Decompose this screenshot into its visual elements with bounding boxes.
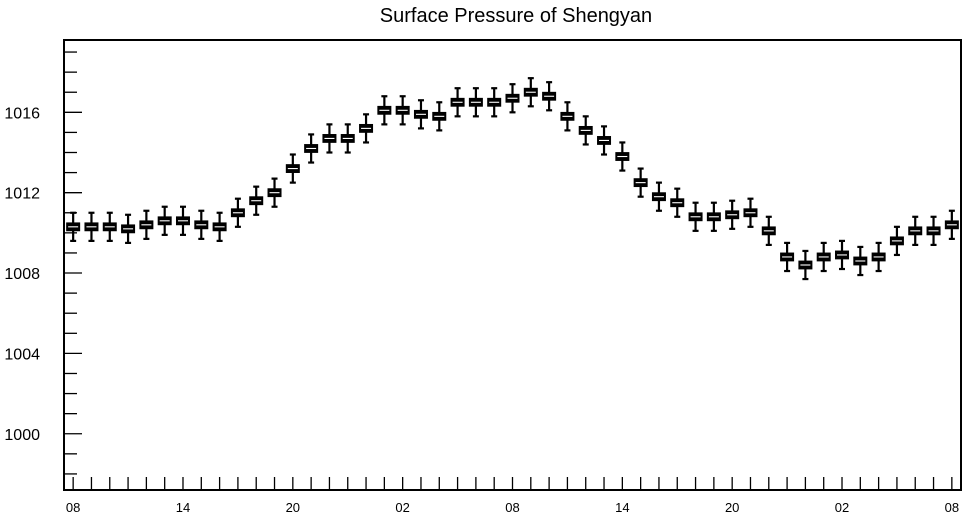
box-item: [102, 211, 117, 242]
box-item: [139, 209, 154, 240]
x-tick-label: 20: [725, 500, 739, 515]
box-item: [359, 113, 374, 144]
box-item: [413, 99, 428, 130]
x-axis: 08 14 20 02 08 14 20 02 08: [66, 477, 959, 515]
box-item: [468, 87, 483, 118]
y-tick-label: 1016: [4, 105, 40, 122]
box-item: [835, 239, 850, 271]
box-item: [853, 245, 868, 277]
box-item: [670, 187, 685, 218]
x-tick-label: 08: [505, 500, 519, 515]
box-item: [340, 123, 355, 154]
x-tick-label: 20: [286, 500, 300, 515]
box-item: [597, 125, 612, 156]
y-tick-label: 1004: [4, 346, 40, 363]
box-item: [450, 87, 465, 118]
box-item: [816, 241, 831, 273]
x-tick-label: 14: [176, 500, 190, 515]
box-item: [889, 225, 904, 257]
box-item: [157, 205, 172, 236]
box-item: [194, 209, 209, 240]
box-series: [66, 77, 959, 281]
box-item: [926, 215, 941, 247]
box-item: [523, 77, 538, 108]
box-item: [780, 241, 795, 273]
box-item: [212, 211, 227, 242]
box-item: [66, 211, 81, 242]
box-item: [304, 133, 319, 164]
y-tick-label: 1000: [4, 427, 40, 444]
box-item: [230, 197, 245, 228]
box-item: [84, 211, 99, 242]
y-tick-label: 1008: [4, 266, 40, 283]
x-tick-label: 08: [945, 500, 959, 515]
box-item: [121, 213, 136, 245]
box-item: [175, 205, 190, 236]
box-item: [432, 101, 447, 132]
box-item: [908, 215, 923, 247]
box-item: [706, 201, 721, 232]
box-item: [285, 153, 300, 184]
box-item: [377, 95, 392, 126]
box-item: [615, 141, 630, 172]
box-item: [761, 215, 776, 247]
box-item: [743, 197, 758, 228]
x-tick-label: 14: [615, 500, 629, 515]
box-item: [505, 83, 520, 114]
chart-title: Surface Pressure of Shengyan: [380, 5, 652, 27]
box-item: [944, 209, 959, 240]
box-item: [798, 249, 813, 281]
x-tick-label: 08: [66, 500, 80, 515]
box-item: [651, 181, 666, 212]
box-item: [633, 167, 648, 198]
box-item: [578, 115, 593, 146]
box-item: [487, 87, 502, 118]
box-item: [249, 185, 264, 216]
box-item: [725, 199, 740, 230]
box-item: [871, 241, 886, 273]
x-tick-label: 02: [835, 500, 849, 515]
box-item: [395, 95, 410, 126]
box-item: [688, 201, 703, 232]
box-item: [322, 123, 337, 154]
x-tick-label: 02: [395, 500, 409, 515]
y-axis: 1000 1004 1008 1012 1016: [4, 51, 82, 475]
box-item: [560, 101, 575, 132]
box-item: [267, 177, 282, 208]
y-tick-label: 1012: [4, 186, 40, 203]
box-item: [542, 81, 557, 112]
